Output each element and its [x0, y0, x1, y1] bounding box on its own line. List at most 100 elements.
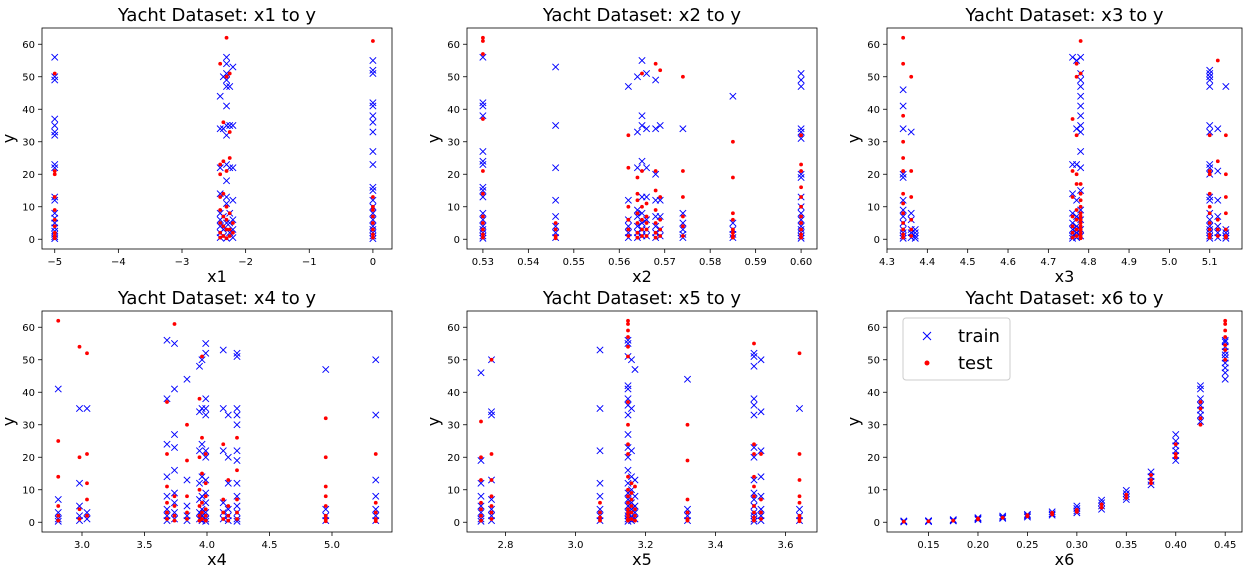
test-point	[1078, 182, 1083, 186]
y-tick-label: 50	[22, 72, 35, 83]
test-point	[1215, 159, 1220, 164]
train-point	[202, 508, 210, 517]
test-point	[1198, 416, 1203, 421]
train-point	[222, 53, 231, 61]
train-point	[202, 453, 210, 461]
x-tick-label: 0.25	[1016, 540, 1038, 551]
legend-label: train	[958, 326, 1000, 347]
test-point	[629, 491, 634, 495]
x-tick-label: 0.53	[472, 257, 494, 268]
train-point	[477, 479, 485, 487]
legend: train test	[902, 317, 1011, 381]
test-point	[629, 510, 634, 515]
y-tick-label: 0	[874, 518, 880, 529]
train-point	[222, 102, 231, 110]
test-point	[52, 208, 57, 212]
y-tick-label: 40	[22, 105, 35, 116]
train-point	[369, 222, 377, 230]
train-point	[1077, 147, 1085, 156]
train-point	[624, 411, 632, 419]
test-point	[799, 185, 803, 190]
test-point	[221, 510, 226, 515]
train-point	[163, 492, 171, 500]
test-point	[731, 217, 735, 222]
test-point	[1149, 473, 1153, 478]
train-point	[226, 82, 234, 91]
test-point	[172, 518, 177, 523]
test-point	[681, 234, 685, 238]
test-point	[1025, 513, 1030, 517]
test-point	[56, 318, 61, 323]
train-point	[1073, 125, 1081, 133]
test-point	[185, 510, 189, 515]
test-point	[52, 172, 57, 177]
test-point	[635, 191, 640, 196]
train-point	[1206, 164, 1214, 172]
y-axis-label: y	[424, 417, 443, 426]
train-point	[1206, 128, 1214, 136]
test-point	[1074, 227, 1079, 232]
train-point	[683, 375, 692, 383]
test-point	[653, 221, 658, 225]
test-point	[1215, 217, 1220, 222]
test-point	[1099, 502, 1104, 507]
test-point	[731, 227, 735, 232]
test-point	[56, 513, 61, 518]
test-series	[901, 318, 1228, 524]
test-point	[752, 341, 756, 346]
x-tick-label: 0.56	[608, 257, 630, 268]
test-point	[909, 217, 914, 222]
train-point	[1196, 382, 1205, 390]
test-point	[1078, 198, 1083, 203]
test-point	[635, 175, 640, 180]
test-point	[901, 235, 906, 240]
test-point	[165, 400, 169, 404]
train-point	[1222, 229, 1230, 237]
train-point	[1206, 66, 1214, 74]
train-point	[642, 216, 651, 224]
test-point	[658, 227, 663, 232]
test-point	[685, 458, 690, 463]
test-point	[626, 400, 630, 404]
test-point	[635, 230, 640, 235]
test-point	[1198, 422, 1203, 427]
train-point	[477, 508, 485, 517]
train-point	[907, 128, 915, 136]
train-point	[75, 479, 84, 487]
test-point	[926, 519, 931, 524]
y-tick-label: 0	[29, 518, 35, 529]
x-tick-label: 4.5	[262, 540, 278, 551]
train-point	[633, 128, 642, 136]
train-point	[899, 173, 907, 182]
train-point	[369, 99, 377, 107]
train-point	[233, 479, 241, 487]
train-point	[596, 505, 604, 513]
x-tick-label: 0.60	[790, 257, 812, 268]
test-point	[685, 422, 690, 427]
test-point	[635, 221, 640, 225]
train-point	[552, 229, 560, 237]
test-point	[1198, 406, 1203, 411]
test-point	[1074, 182, 1079, 186]
chart-title: Yacht Dataset: x6 to y	[964, 288, 1164, 309]
test-point	[481, 227, 485, 232]
y-tick-label: 20	[447, 170, 460, 181]
x-tick-label: 0.55	[563, 257, 585, 268]
chart-title: Yacht Dataset: x3 to y	[964, 5, 1164, 26]
test-point	[197, 455, 202, 460]
test-point	[901, 61, 906, 66]
train-point	[479, 216, 487, 224]
legend-test-marker	[924, 360, 930, 366]
test-point	[481, 52, 485, 56]
train-point	[83, 515, 91, 523]
train-point	[1221, 338, 1229, 346]
test-point	[479, 455, 483, 460]
test-point	[197, 504, 202, 508]
train-point	[638, 209, 646, 217]
train-point	[1221, 375, 1229, 383]
test-point	[635, 211, 640, 216]
y-tick-label: 60	[447, 40, 460, 51]
test-point	[479, 507, 483, 512]
subplot-6: Yacht Dataset: x6 to y 0.15 0.20 0.25 0.30 0.…	[844, 288, 1243, 569]
train-point	[202, 404, 210, 413]
